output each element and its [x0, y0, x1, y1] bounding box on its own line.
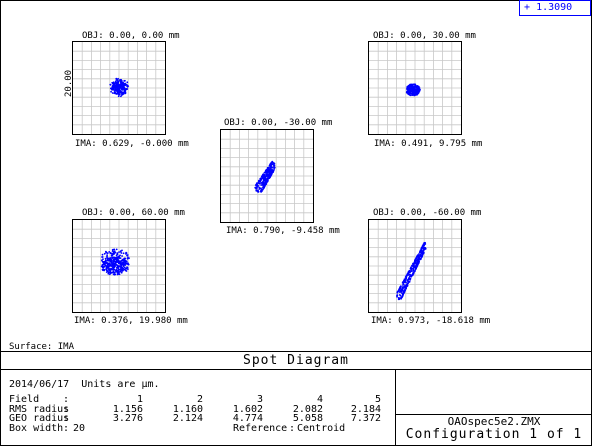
surface-label: Surface: IMA	[9, 342, 75, 352]
field-3: 3	[256, 394, 263, 405]
info-divider	[395, 370, 396, 446]
geo-label: GEO radius	[9, 413, 70, 424]
reference-value: Centroid	[297, 422, 346, 434]
reference-label: Reference	[233, 422, 288, 434]
spot-scatter-2	[369, 42, 461, 134]
plot-4-obj-label: OBJ: 0.00, 60.00 mm	[82, 208, 185, 218]
field-2: 2	[196, 394, 203, 405]
spot-plot-5	[368, 219, 462, 313]
field-4: 4	[316, 394, 323, 405]
title-divider-top	[0, 351, 592, 352]
rms-1: 1.156	[112, 403, 143, 415]
spot-scatter-3	[221, 130, 313, 222]
title-divider-bottom	[0, 369, 592, 370]
wavelength-legend: + 1.3090	[519, 0, 591, 16]
spot-plot-3	[220, 129, 314, 223]
geo-4: 5.058	[292, 413, 323, 424]
diagram-title: Spot Diagram	[243, 353, 349, 368]
field-5: 5	[374, 394, 381, 405]
box-width-value: 20	[73, 422, 86, 434]
spot-scatter-5	[369, 220, 461, 312]
box-width-label: Box width	[9, 422, 64, 434]
field-header-label: Field	[9, 394, 40, 405]
geo-5: 7.372	[350, 413, 381, 424]
geo-1: 3.276	[112, 413, 143, 424]
rms-2: 1.160	[172, 403, 203, 415]
plot-3-obj-label: OBJ: 0.00, -30.00 mm	[224, 118, 333, 128]
spot-plot-1	[72, 41, 166, 135]
field-1: 1	[136, 394, 143, 405]
plot-1-ima-label: IMA: 0.629, -0.000 mm	[75, 139, 189, 149]
spot-scatter-1	[73, 42, 165, 134]
plot-4-ima-label: IMA: 0.376, 19.980 mm	[74, 316, 188, 326]
rms-label: RMS radius	[9, 403, 70, 415]
plot-2-obj-label: OBJ: 0.00, 30.00 mm	[373, 31, 476, 41]
geo-3: 4.774	[232, 413, 263, 424]
plot-3-ima-label: IMA: 0.790, -9.458 mm	[226, 226, 340, 236]
geo-2: 2.124	[172, 413, 203, 424]
legend-marker: +	[524, 2, 531, 13]
configuration-label: Configuration 1 of 1	[405, 427, 583, 442]
spot-scatter-4	[73, 220, 165, 312]
file-divider	[396, 414, 592, 415]
plot-2-ima-label: IMA: 0.491, 9.795 mm	[374, 139, 483, 149]
rms-4: 2.082	[292, 403, 323, 415]
plot-5-ima-label: IMA: 0.973, -18.618 mm	[371, 316, 491, 326]
spot-plot-2	[368, 41, 462, 135]
date-units-line: 2014/06/17 Units are μm.	[9, 379, 160, 390]
plot-1-obj-label: OBJ: 0.00, 0.00 mm	[82, 31, 180, 41]
legend-wavelength: 1.3090	[536, 2, 573, 13]
lens-file-name: OAOspec5e2.ZMX	[447, 415, 541, 428]
spot-plot-4	[72, 219, 166, 313]
plot-5-obj-label: OBJ: 0.00, -60.00 mm	[373, 208, 482, 218]
rms-5: 2.184	[350, 403, 381, 415]
rms-3: 1.602	[232, 403, 263, 415]
